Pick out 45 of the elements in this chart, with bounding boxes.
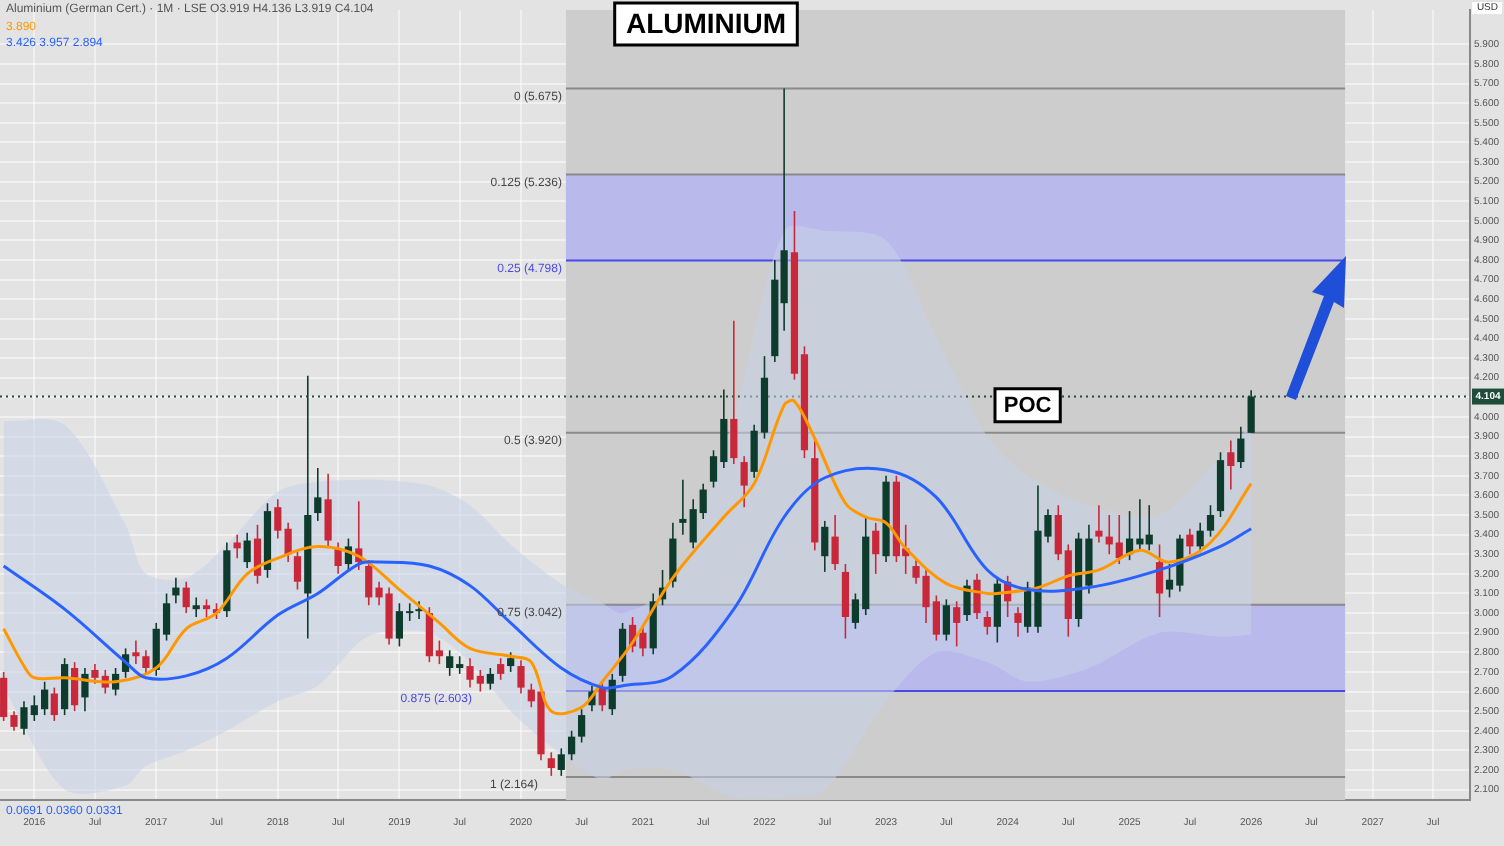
candlestick — [293, 549, 302, 591]
candlestick — [192, 596, 200, 618]
candlestick — [821, 520, 829, 573]
candlestick — [1186, 527, 1194, 556]
candlestick — [1206, 504, 1215, 538]
candlestick — [81, 667, 89, 712]
candlestick — [679, 478, 687, 536]
candlestick — [1196, 522, 1204, 554]
candlestick — [577, 708, 586, 744]
candlestick — [233, 533, 241, 559]
candlestick — [1095, 504, 1103, 544]
candlestick — [1247, 389, 1255, 434]
candlestick — [243, 531, 251, 569]
candlestick — [517, 659, 525, 695]
annotation: POC — [1003, 394, 1052, 419]
candlestick — [841, 563, 850, 640]
candlestick — [963, 578, 971, 622]
candlestick — [1014, 606, 1022, 638]
candlestick — [973, 573, 981, 620]
candlestick — [324, 473, 332, 550]
candlestick — [983, 610, 991, 636]
candlestick — [942, 598, 950, 642]
candlestick — [1237, 425, 1245, 469]
candlestick — [872, 522, 880, 575]
candlestick — [314, 467, 322, 522]
candlestick — [547, 751, 555, 777]
line-series — [2, 399, 1253, 715]
candlestick — [274, 498, 282, 540]
candlestick — [568, 729, 576, 761]
candlestick — [182, 580, 190, 614]
candlestick — [497, 657, 505, 681]
candlestick — [132, 639, 140, 665]
candlestick — [142, 649, 150, 675]
chart-title: ALUMINIUM — [625, 6, 787, 39]
candlestick — [953, 600, 961, 648]
candlestick — [740, 455, 748, 508]
candlestick — [557, 747, 565, 777]
candlestick — [1227, 439, 1235, 491]
candlestick — [486, 667, 494, 691]
candlestick — [61, 657, 69, 716]
candlestick — [730, 320, 738, 465]
candlestick — [50, 686, 58, 722]
candlestick — [993, 576, 1001, 644]
candlestick — [334, 541, 342, 575]
candlestick — [831, 514, 839, 571]
